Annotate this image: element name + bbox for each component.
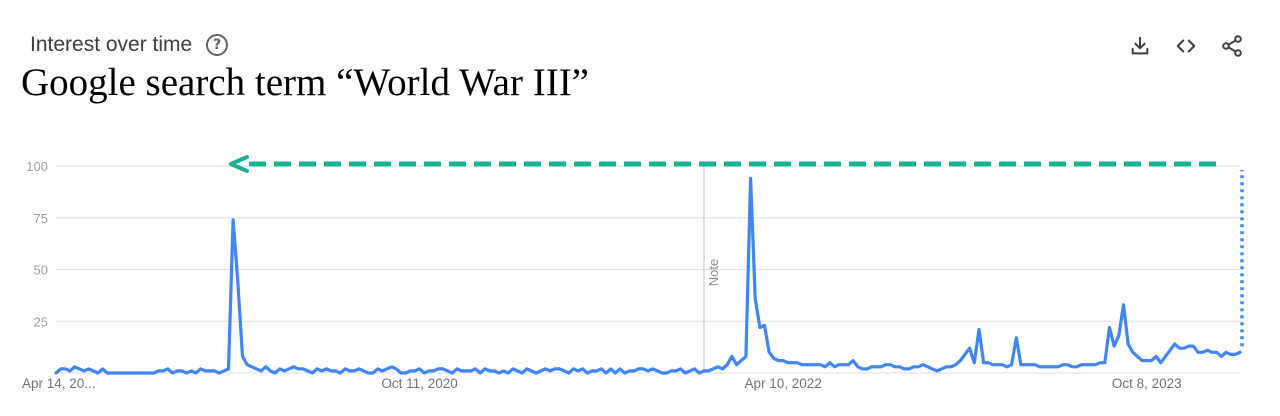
series-line: [54, 176, 1242, 375]
dashed-arrow-head: [229, 155, 249, 173]
note-marker: Note: [703, 164, 721, 373]
y-tick-label: 75: [34, 211, 48, 226]
annotations: [229, 155, 1244, 347]
share-icon[interactable]: [1220, 34, 1244, 58]
chart-toolbar: [1128, 34, 1244, 58]
x-axis-ticks: Apr 14, 20... Oct 11, 2020 Apr 10, 2022 Oct…: [22, 376, 1182, 391]
embed-code-icon[interactable]: [1174, 34, 1198, 58]
x-tick-label: Oct 11, 2020: [381, 376, 457, 391]
interest-line-chart: 100 75 50 25 Note Apr 14, 20... Oct 11, 2020…: [22, 155, 1244, 391]
series-layer: [54, 176, 1242, 375]
download-icon[interactable]: [1128, 34, 1152, 58]
y-tick-label: 25: [34, 314, 48, 329]
x-tick-label: Oct 8, 2023: [1112, 376, 1182, 391]
help-icon[interactable]: ?: [206, 34, 229, 56]
note-label: Note: [706, 259, 721, 286]
x-tick-label: Apr 14, 20...: [22, 376, 96, 391]
section-title: Interest over time: [30, 33, 193, 56]
y-tick-label: 50: [34, 263, 48, 278]
y-tick-label: 100: [26, 159, 48, 174]
card-header: Interest over time ?: [30, 33, 229, 57]
x-tick-label: Apr 10, 2022: [745, 376, 822, 391]
y-axis-ticks: 100 75 50 25: [26, 159, 48, 329]
gridlines: [56, 165, 1240, 374]
chart-headline: Google search term “World War III”: [21, 61, 589, 104]
